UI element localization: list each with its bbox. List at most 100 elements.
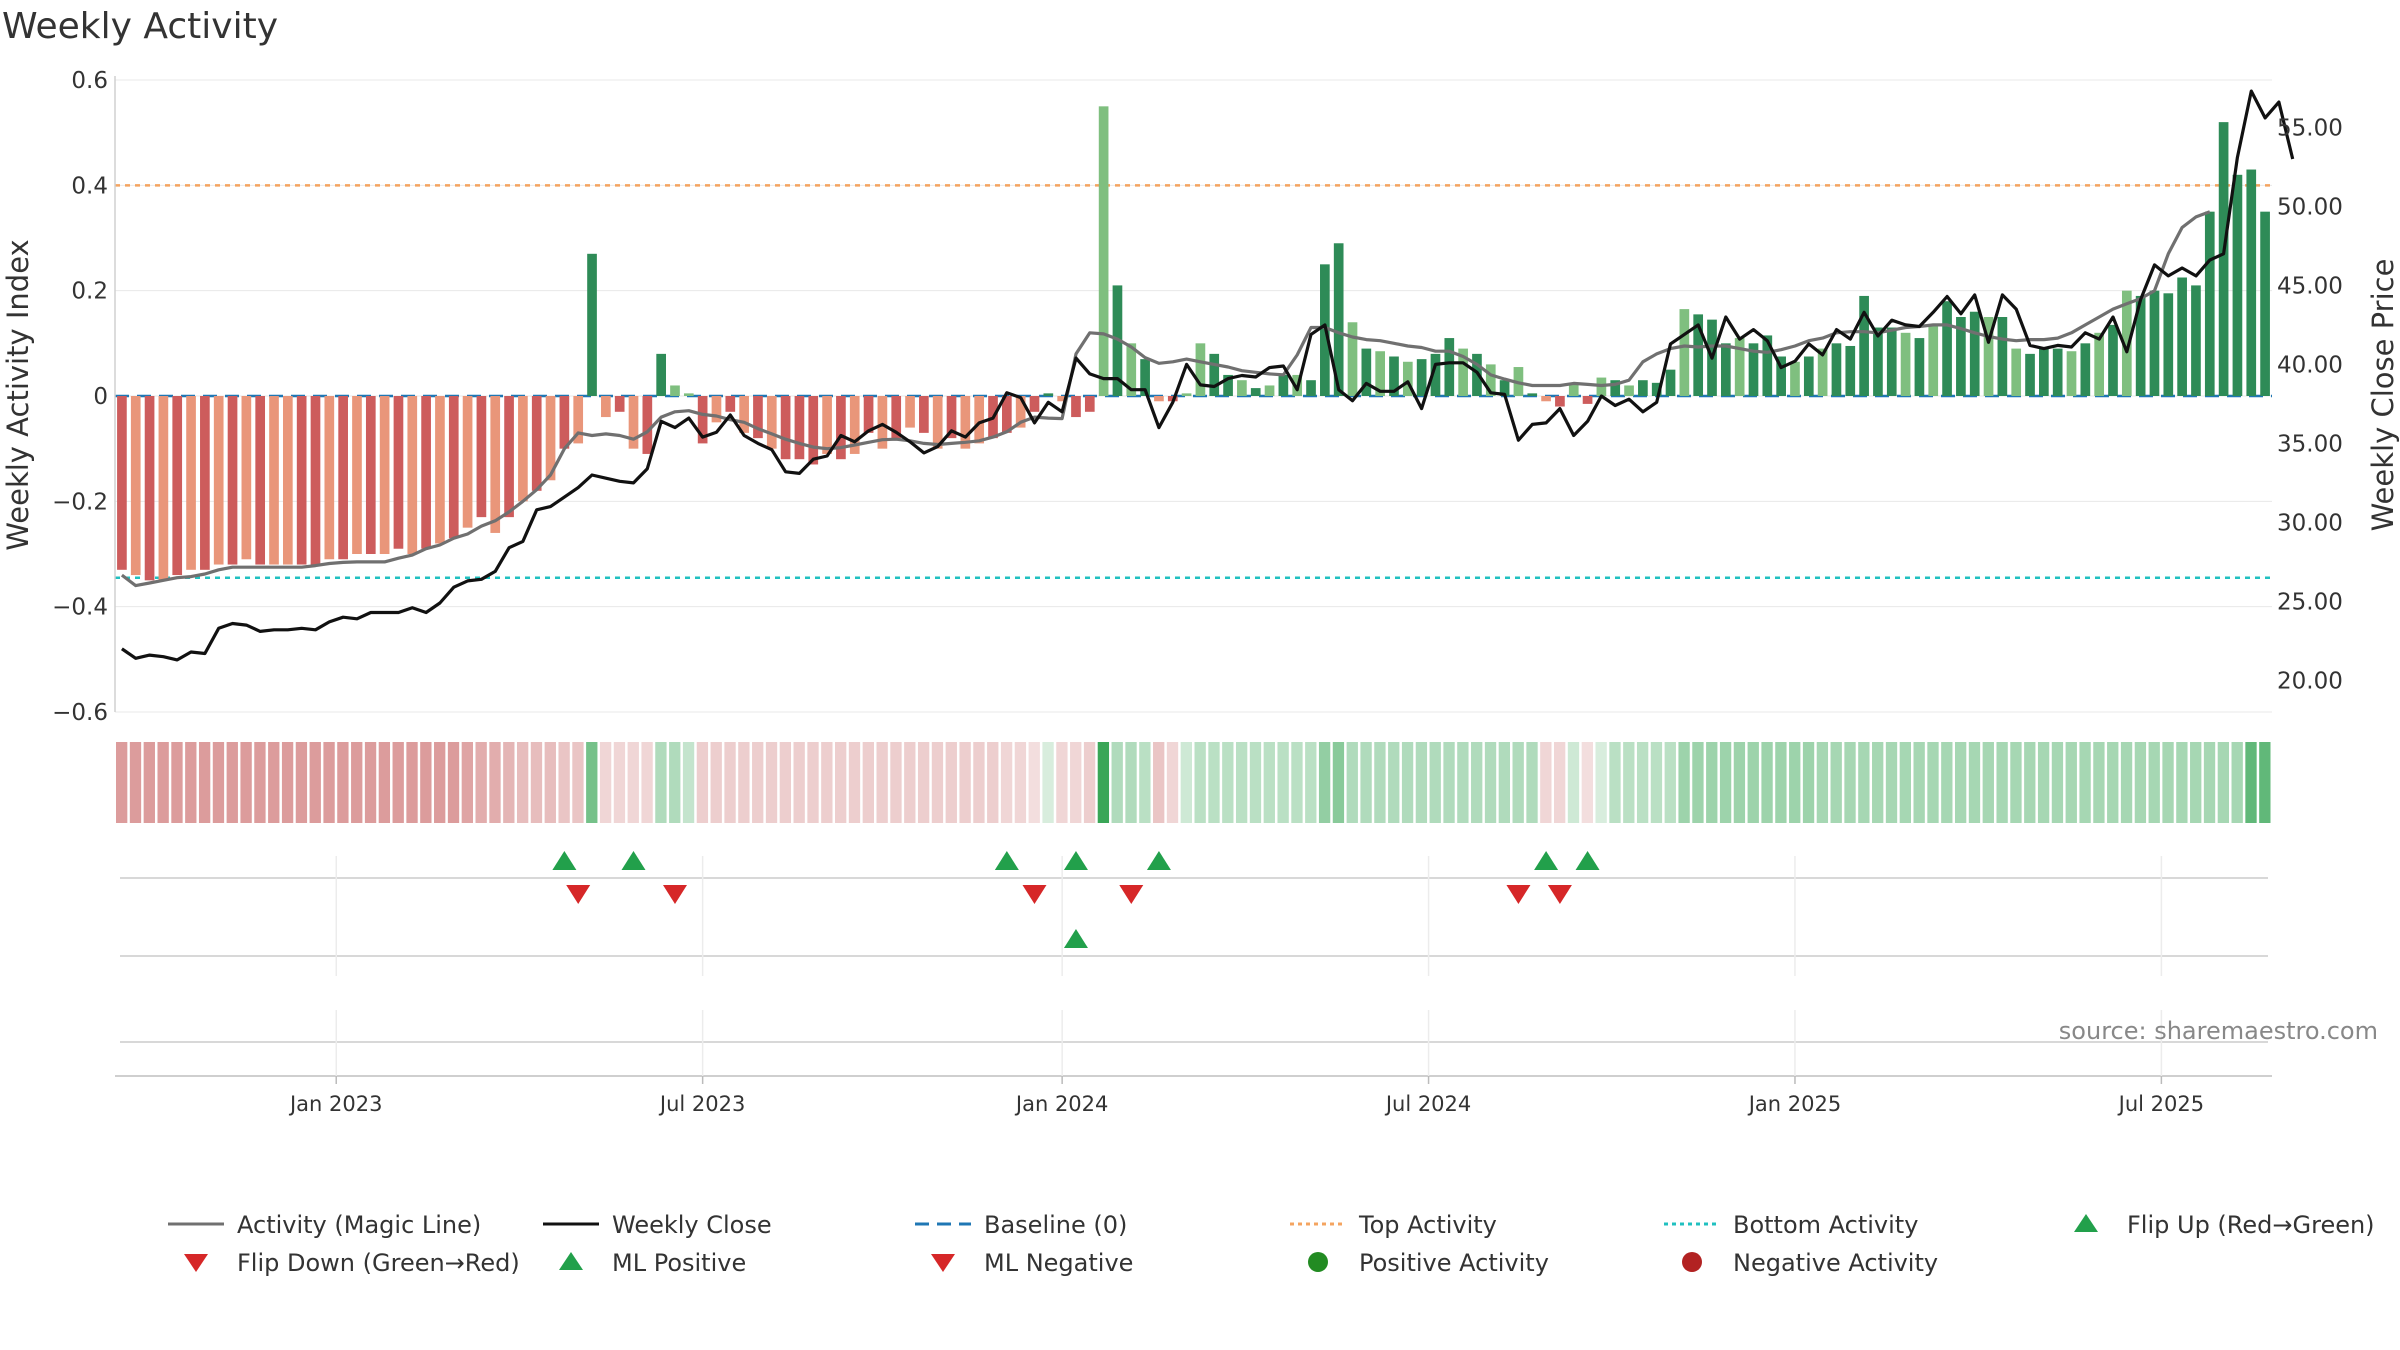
activity-bar [1250,388,1261,396]
heat-cell [351,742,363,823]
activity-bar [1375,351,1386,396]
heat-cell [1139,742,1151,823]
activity-bar [1499,380,1510,396]
x-tick-label: Jan 2025 [1747,1092,1842,1116]
activity-bar [200,396,210,570]
heat-cell [185,742,197,823]
activity-bar [2260,211,2270,396]
heat-cell [572,742,584,823]
activity-bar [435,396,445,544]
legend-item: Weekly Close [543,1211,772,1239]
heat-cell [392,742,404,823]
activity-bar [1084,396,1095,412]
activity-bar [2025,353,2035,396]
heat-cell [1844,742,1856,823]
heat-cell [655,742,667,823]
legend-item: Flip Up (Red→Green) [2074,1211,2375,1239]
legend-swatch-triangle-down [931,1254,955,1272]
y-axis-right-label: Weekly Close Price [2366,259,2400,532]
activity-bar [2177,277,2187,396]
flip-down-marker [566,885,591,904]
x-tick-label: Jul 2023 [658,1092,745,1116]
activity-bar [2052,348,2063,396]
heat-cell [2148,742,2160,823]
heat-cell [2051,742,2064,823]
heat-cell [281,742,294,823]
activity-bar [1928,324,1939,396]
heat-cell [2259,742,2271,823]
legend-item: Bottom Activity [1664,1211,1918,1239]
activity-bar [697,396,708,444]
activity-bar [241,396,252,560]
heat-cell [364,742,377,823]
activity-bar [2066,351,2077,396]
activity-bar [158,396,169,581]
heat-cell [2190,742,2202,823]
heat-cell [613,742,626,823]
heat-cell [1692,742,1704,823]
heat-cell [240,742,252,823]
heat-cell [2037,742,2050,823]
activity-bar [1997,317,2008,396]
heat-cell [171,742,183,823]
legend-item: Baseline (0) [915,1211,1127,1239]
heat-cell [599,742,612,823]
heat-cell [1595,742,1607,823]
heat-cell [904,742,916,823]
activity-bar [1983,317,1994,396]
heat-cell [1941,742,1953,823]
activity-bar [794,396,805,460]
heat-cell [2245,742,2257,823]
heat-cell [268,742,280,823]
legend-label: ML Negative [984,1249,1133,1277]
heat-cell [378,742,391,823]
heat-cell [1664,742,1676,823]
activity-bar [1430,353,1441,396]
y-right-tick-label: 20.00 [2277,668,2343,694]
activity-bar [379,396,390,554]
heat-cell [2162,742,2174,823]
activity-bar [932,396,943,449]
heat-cell [1636,742,1649,823]
activity-bar [1098,106,1109,396]
y-left-tick-label: −0.6 [52,700,108,726]
legend-item: Activity (Magic Line) [168,1211,481,1239]
heat-cell [1401,742,1414,823]
heat-cell [987,742,999,823]
heat-cell [1512,742,1524,823]
legend-item: Top Activity [1290,1211,1497,1239]
heat-cell [821,742,833,823]
heat-cell [1650,742,1663,823]
activity-bar [1845,345,1856,396]
legend-item: Flip Down (Green→Red) [184,1249,520,1277]
activity-bar [2108,324,2118,396]
heat-cell [1761,742,1773,823]
series-lines [120,89,2295,662]
heat-cell [2010,742,2022,823]
heat-cell [1249,742,1262,823]
heat-cell [779,742,792,823]
heat-cell [2176,742,2188,823]
heat-cell [1056,742,1068,823]
activity-bar [1126,343,1137,396]
y-right-tick-label: 35.00 [2277,431,2343,457]
legend-label: ML Positive [612,1249,746,1277]
heat-cell [2231,742,2243,823]
y-right-tick-label: 55.00 [2277,115,2343,141]
legend-item: Positive Activity [1308,1249,1549,1277]
activity-bar [1181,393,1192,396]
heat-cell [627,742,639,823]
heat-cell [807,742,819,823]
heat-cell [1083,742,1096,823]
legend-label: Bottom Activity [1733,1211,1918,1239]
activity-bar [1223,374,1233,396]
heat-cell [1484,742,1497,823]
heat-cell [710,742,722,823]
heat-cell [1277,742,1289,823]
heat-cell [323,742,335,823]
activity-bar [1015,396,1026,428]
activity-bar [683,393,694,396]
y-left-tick-label: 0.2 [71,279,108,305]
heat-cell [917,742,930,823]
